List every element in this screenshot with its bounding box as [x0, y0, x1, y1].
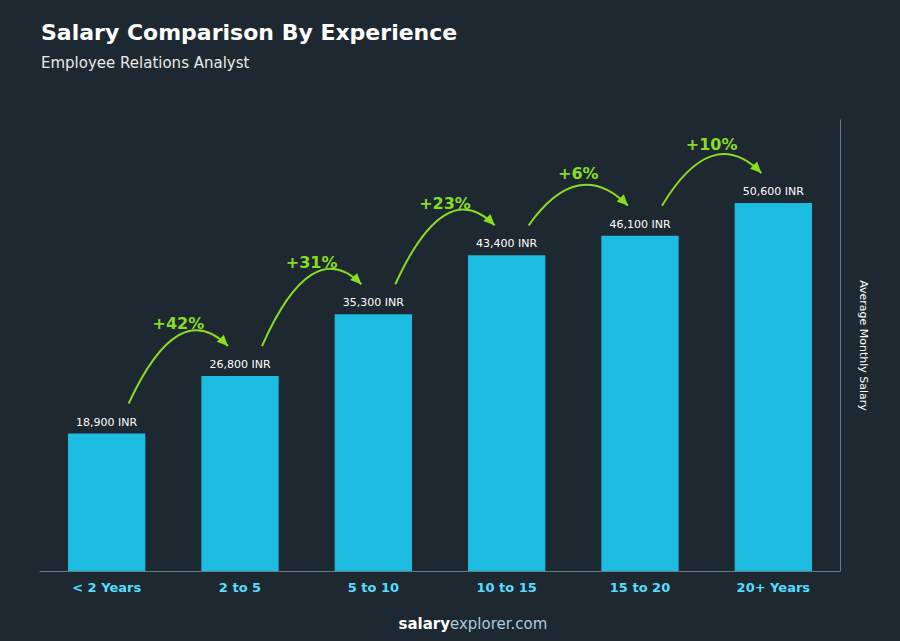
svg-text:5 to 10: 5 to 10 [348, 580, 399, 595]
svg-text:explorer.com: explorer.com [450, 615, 547, 633]
svg-text:2 to 5: 2 to 5 [219, 580, 261, 595]
svg-text:< 2 Years: < 2 Years [72, 580, 141, 595]
svg-text:Salary Comparison By Experienc: Salary Comparison By Experience [41, 20, 457, 45]
svg-text:+23%: +23% [419, 194, 471, 213]
svg-text:+42%: +42% [152, 314, 204, 333]
svg-text:50,600 INR: 50,600 INR [743, 185, 804, 198]
svg-text:+31%: +31% [286, 253, 338, 272]
svg-text:Employee Relations Analyst: Employee Relations Analyst [41, 54, 250, 72]
svg-text:26,800 INR: 26,800 INR [209, 358, 270, 371]
svg-text:46,100 INR: 46,100 INR [609, 218, 670, 231]
svg-text:43,400 INR: 43,400 INR [476, 237, 537, 250]
svg-text:35,300 INR: 35,300 INR [343, 296, 404, 309]
svg-text:+10%: +10% [686, 135, 738, 154]
svg-text:18,900 INR: 18,900 INR [76, 416, 137, 429]
svg-text:10 to 15: 10 to 15 [476, 580, 536, 595]
svg-text:Average Monthly Salary: Average Monthly Salary [857, 280, 870, 411]
svg-text:salary: salary [399, 615, 451, 633]
svg-text:+6%: +6% [558, 164, 599, 183]
svg-text:15 to 20: 15 to 20 [610, 580, 670, 595]
svg-text:20+ Years: 20+ Years [737, 580, 811, 595]
